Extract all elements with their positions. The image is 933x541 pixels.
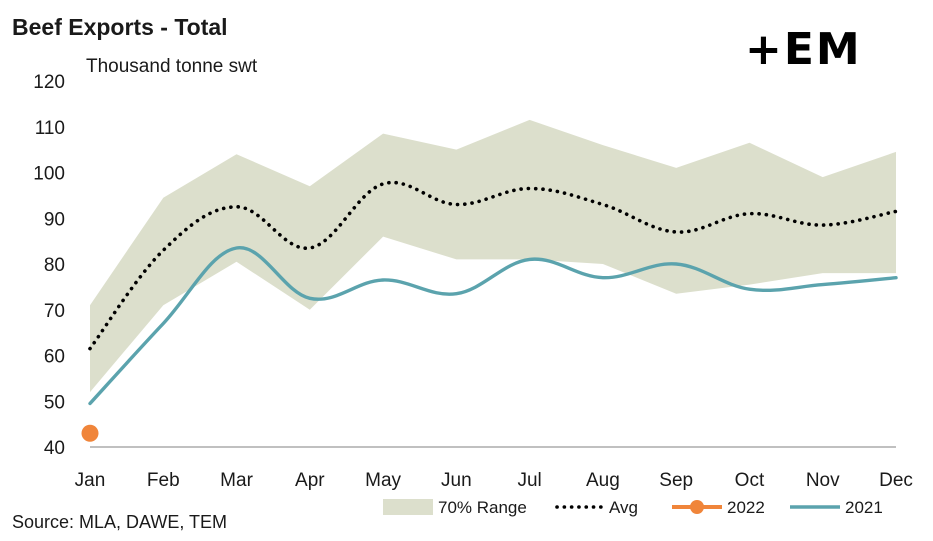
x-tick-label-jun: Jun [441,470,472,491]
x-tick-label-jul: Jul [517,470,541,491]
y-tick-label-110: 110 [35,118,65,139]
y-tick-label-90: 90 [44,209,65,230]
y-tick-label-80: 80 [44,255,65,276]
tem-logo: +EM [745,24,862,75]
y-axis-unit-label: Thousand tonne swt [86,56,258,77]
source-note: Source: MLA, DAWE, TEM [12,512,228,532]
y-tick-label-40: 40 [44,438,65,459]
x-tick-label-apr: Apr [295,470,325,491]
legend-swatch-2022-marker [690,500,704,514]
y-tick-label-120: 120 [33,72,65,93]
y-tick-label-50: 50 [44,392,65,413]
x-tick-label-feb: Feb [147,470,180,491]
y-tick-label-100: 100 [33,164,65,185]
x-tick-label-mar: Mar [220,470,253,491]
series-layer [81,180,898,442]
series-2022-point-0 [81,424,99,442]
x-tick-label-nov: Nov [806,470,840,491]
legend-swatch-range [383,499,433,515]
y-tick-label-70: 70 [44,301,65,322]
y-tick-label-60: 60 [44,347,65,368]
legend-label-avg: Avg [609,498,638,517]
legend-label-2021: 2021 [845,498,883,517]
series-2021-line [88,246,898,406]
x-tick-label-aug: Aug [586,470,620,491]
x-tick-label-jan: Jan [75,470,106,491]
legend-label-range: 70% Range [438,498,527,517]
axes-layer: 40 50 60 70 80 90 100 110 120 Jan Feb Mar Apr May Jun J… [33,72,913,491]
x-tick-label-may: May [365,470,401,491]
range-band-70pct [90,119,896,393]
x-tick-label-sep: Sep [659,470,693,491]
x-tick-label-oct: Oct [735,470,765,491]
legend-label-2022: 2022 [727,498,765,517]
chart-title: Beef Exports - Total [12,14,228,40]
x-tick-label-dec: Dec [879,470,913,491]
range-band-layer [90,119,896,393]
legend: 70% Range Avg 2022 2021 [383,498,883,517]
